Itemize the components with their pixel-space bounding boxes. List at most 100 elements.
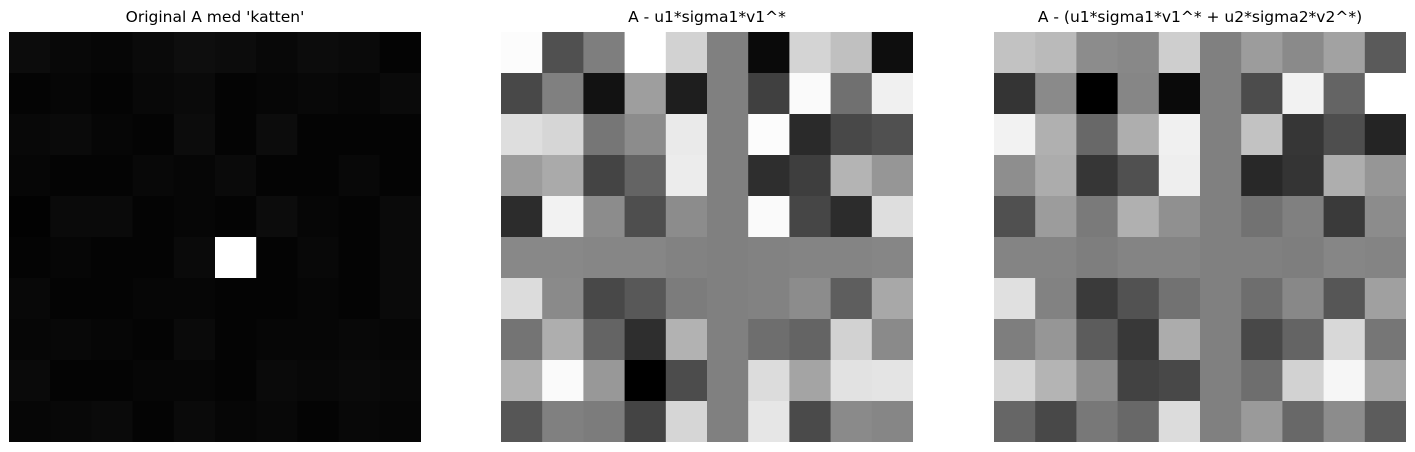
heatmap-cell: [665, 196, 708, 238]
heatmap-cell: [583, 155, 626, 197]
heatmap-cell: [1282, 319, 1325, 361]
heatmap-cell: [1076, 278, 1119, 320]
heatmap-cell: [132, 32, 175, 74]
heatmap-cell: [132, 319, 175, 361]
heatmap-cell: [50, 155, 92, 197]
heatmap-cell: [50, 401, 92, 442]
heatmap-cell: [1200, 319, 1242, 361]
heatmap-cell: [1282, 401, 1325, 442]
heatmap-cell: [501, 278, 543, 320]
heatmap-cell: [1035, 278, 1077, 320]
heatmap-cell: [338, 32, 381, 74]
heatmap-cell: [215, 278, 257, 320]
heatmap-cell: [256, 32, 298, 74]
heatmap-cell: [1076, 155, 1119, 197]
heatmap-cell: [9, 237, 51, 279]
heatmap-cell: [1158, 237, 1201, 279]
heatmap-cell: [1241, 32, 1283, 74]
heatmap-cell: [830, 32, 873, 74]
heatmap-panel-rank1-residual: A - u1*sigma1*v1^*: [501, 0, 913, 452]
heatmap-cell: [994, 401, 1036, 442]
heatmap-cell: [50, 319, 92, 361]
heatmap-cell: [256, 278, 298, 320]
heatmap-cell: [215, 237, 257, 279]
heatmap-cell: [748, 73, 790, 115]
heatmap-cell: [830, 196, 873, 238]
heatmap-cell: [338, 319, 381, 361]
heatmap-cell: [256, 196, 298, 238]
heatmap-cell: [1241, 114, 1283, 156]
heatmap-cell: [871, 360, 913, 402]
heatmap-cell: [1200, 73, 1242, 115]
heatmap-cell: [871, 278, 913, 320]
heatmap-cell: [91, 73, 134, 115]
heatmap-cell: [665, 32, 708, 74]
heatmap-cell: [256, 73, 298, 115]
heatmap-grid: [994, 32, 1406, 442]
heatmap-cell: [789, 360, 832, 402]
heatmap-cell: [1158, 319, 1201, 361]
heatmap-cell: [1035, 401, 1077, 442]
heatmap-cell: [1200, 196, 1242, 238]
heatmap-cell: [1035, 73, 1077, 115]
heatmap-cell: [132, 360, 175, 402]
heatmap-cell: [501, 114, 543, 156]
heatmap-cell: [215, 196, 257, 238]
heatmap-cell: [1241, 155, 1283, 197]
heatmap-cell: [994, 155, 1036, 197]
heatmap-cell: [9, 278, 51, 320]
heatmap-cell: [1323, 401, 1366, 442]
heatmap-cell: [789, 278, 832, 320]
heatmap-cell: [173, 360, 216, 402]
heatmap-cell: [583, 278, 626, 320]
heatmap-cell: [707, 114, 749, 156]
heatmap-cell: [748, 319, 790, 361]
heatmap-cell: [789, 32, 832, 74]
heatmap-cell: [748, 237, 790, 279]
heatmap-cell: [707, 196, 749, 238]
heatmap-cell: [379, 155, 421, 197]
heatmap-cell: [297, 73, 340, 115]
heatmap-cell: [1241, 237, 1283, 279]
heatmap-cell: [501, 155, 543, 197]
heatmap-cell: [994, 237, 1036, 279]
heatmap-cell: [91, 319, 134, 361]
heatmap-cell: [542, 155, 584, 197]
heatmap-cell: [542, 196, 584, 238]
heatmap-cell: [542, 360, 584, 402]
heatmap-cell: [1364, 32, 1406, 74]
heatmap-cell: [1117, 237, 1160, 279]
heatmap-cell: [1364, 319, 1406, 361]
heatmap-cell: [624, 73, 667, 115]
heatmap-cell: [9, 114, 51, 156]
heatmap-cell: [583, 196, 626, 238]
heatmap-cell: [748, 360, 790, 402]
heatmap-cell: [1282, 237, 1325, 279]
chart-title: A - (u1*sigma1*v1^* + u2*sigma2*v2^*): [1037, 8, 1363, 26]
heatmap-cell: [583, 32, 626, 74]
heatmap-panel-rank2-residual: A - (u1*sigma1*v1^* + u2*sigma2*v2^*): [994, 0, 1406, 452]
heatmap-cell: [871, 73, 913, 115]
heatmap-cell: [1076, 73, 1119, 115]
heatmap-cell: [173, 319, 216, 361]
heatmap-cell: [173, 155, 216, 197]
heatmap-cell: [297, 114, 340, 156]
heatmap-cell: [624, 237, 667, 279]
heatmap-cell: [9, 32, 51, 74]
heatmap-cell: [338, 278, 381, 320]
heatmap-cell: [624, 32, 667, 74]
heatmap-cell: [297, 360, 340, 402]
heatmap-cell: [830, 237, 873, 279]
heatmap-cell: [173, 114, 216, 156]
heatmap-cell: [1158, 401, 1201, 442]
heatmap-cell: [542, 319, 584, 361]
heatmap-cell: [9, 196, 51, 238]
heatmap-cell: [665, 319, 708, 361]
heatmap-cell: [1200, 237, 1242, 279]
heatmap-cell: [215, 73, 257, 115]
heatmap-cell: [1241, 73, 1283, 115]
heatmap-cell: [707, 237, 749, 279]
heatmap-cell: [1200, 32, 1242, 74]
heatmap-cell: [338, 114, 381, 156]
heatmap-cell: [994, 319, 1036, 361]
